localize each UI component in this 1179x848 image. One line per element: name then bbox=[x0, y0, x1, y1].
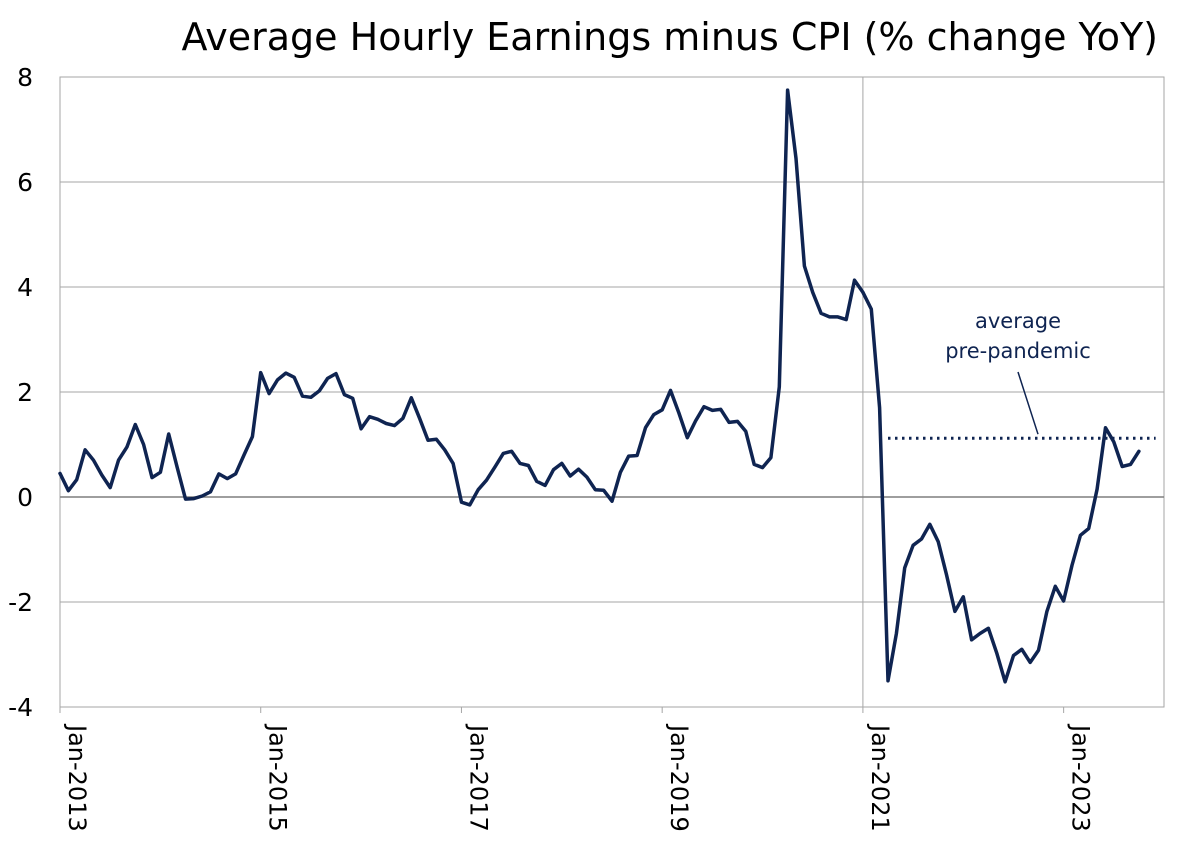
x-tick-label: Jan-2015 bbox=[264, 723, 292, 832]
y-tick-label: -2 bbox=[8, 588, 33, 617]
annotation-line-1: average bbox=[975, 309, 1061, 333]
y-tick-label: 8 bbox=[17, 63, 33, 92]
chart-title: Average Hourly Earnings minus CPI (% cha… bbox=[182, 15, 1159, 59]
annotation-pointer bbox=[1017, 371, 1039, 435]
y-axis-ticks: 8 6 4 2 0 -2 -4 bbox=[8, 63, 33, 722]
y-tick-label: 0 bbox=[17, 483, 33, 512]
y-tick-label: 4 bbox=[17, 273, 33, 302]
x-tick-label: Jan-2023 bbox=[1067, 723, 1095, 832]
x-tick-label: Jan-2021 bbox=[866, 723, 894, 832]
y-tick-label: 6 bbox=[17, 168, 33, 197]
x-tick-label: Jan-2017 bbox=[464, 723, 492, 832]
x-axis-ticks: Jan-2013 Jan-2015 Jan-2017 Jan-2019 Jan-2021… bbox=[59, 707, 1095, 832]
y-tick-label: -4 bbox=[8, 693, 33, 722]
x-tick-label: Jan-2019 bbox=[665, 723, 693, 832]
gridlines bbox=[60, 181, 1164, 603]
y-tick-label: 2 bbox=[17, 378, 33, 407]
series-line bbox=[58, 88, 1141, 684]
x-tick-label: Jan-2013 bbox=[63, 723, 91, 832]
annotation-line-2: pre-pandemic bbox=[945, 339, 1091, 363]
